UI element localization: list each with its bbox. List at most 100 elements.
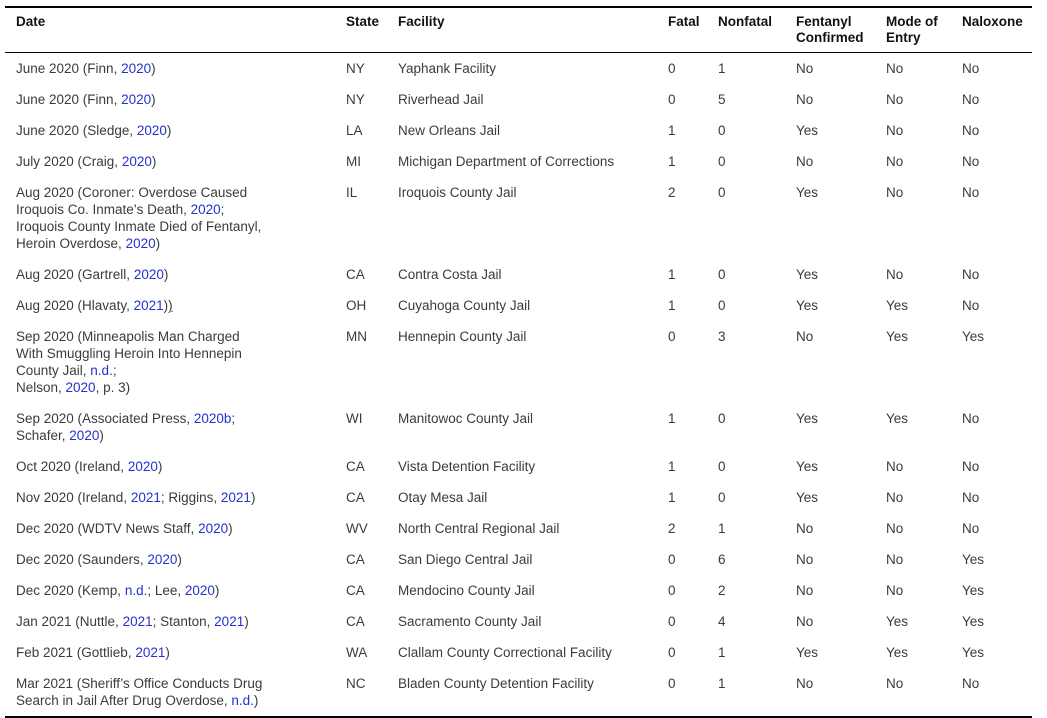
citation-link[interactable]: 2020b: [193, 411, 232, 426]
naloxone-cell: No: [962, 92, 980, 107]
date-text: Heroin Overdose,: [16, 236, 126, 251]
table-row: Mar 2021 (Sheriff’s Office Conducts Drug…: [5, 668, 1032, 717]
table-header: Date State Facility Fatal Nonfatal Fenta…: [5, 7, 1032, 53]
fentanyl-confirmed-cell: Yes: [796, 185, 819, 200]
fentanyl-confirmed-cell: No: [796, 521, 814, 536]
citation-link[interactable]: 2020: [69, 428, 100, 443]
naloxone-cell: Yes: [962, 583, 985, 598]
date-cell: June 2020 (Finn, 2020): [5, 53, 346, 85]
date-text: , p. 3): [95, 380, 131, 395]
mode-of-entry-cell: No: [886, 185, 904, 200]
citation-link[interactable]: 2021: [214, 614, 245, 629]
naloxone-cell: No: [962, 123, 980, 138]
citation-link[interactable]: 2020: [121, 154, 152, 169]
mode-of-entry-cell: No: [886, 61, 904, 76]
mode-of-entry-cell: Yes: [886, 411, 909, 426]
nonfatal-cell: 3: [718, 329, 726, 344]
date-cell: Nov 2020 (Ireland, 2021; Riggins, 2021): [5, 482, 346, 513]
fentanyl-confirmed-cell: No: [796, 92, 814, 107]
mode-of-entry-cell: Yes: [886, 329, 909, 344]
citation-link[interactable]: 2020: [190, 202, 221, 217]
date-text: ; Lee,: [147, 583, 185, 598]
overdose-table-wrapper: Date State Facility Fatal Nonfatal Fenta…: [5, 6, 1032, 718]
citation-link[interactable]: 2021: [122, 614, 153, 629]
column-header-mode-of-entry: Mode of Entry: [886, 7, 962, 53]
citation-link[interactable]: 2021: [130, 490, 161, 505]
date-text: Aug 2020 (Coroner: Overdose Caused: [16, 185, 248, 200]
date-text: June 2020 (Finn,: [16, 92, 122, 107]
date-text: ): [157, 459, 163, 474]
date-text: Sep 2020 (Associated Press,: [16, 411, 194, 426]
mode-of-entry-cell: No: [886, 123, 904, 138]
mode-of-entry-cell: No: [886, 267, 904, 282]
fentanyl-confirmed-cell: No: [796, 329, 814, 344]
citation-link[interactable]: 2021: [133, 298, 164, 313]
citation-link[interactable]: n.d.: [90, 363, 113, 378]
naloxone-cell: No: [962, 521, 980, 536]
state-cell: CA: [346, 490, 365, 505]
date-text: Jan 2021 (Nuttle,: [16, 614, 123, 629]
table-row: Dec 2020 (Kemp, n.d.; Lee, 2020) CA Mendoc…: [5, 575, 1032, 606]
fatal-cell: 0: [668, 614, 676, 629]
nonfatal-cell: 0: [718, 490, 726, 505]
fatal-cell: 2: [668, 521, 676, 536]
nonfatal-cell: 6: [718, 552, 726, 567]
fatal-cell: 0: [668, 329, 676, 344]
citation-link[interactable]: 2020: [121, 61, 152, 76]
state-cell: NY: [346, 92, 365, 107]
citation-link[interactable]: 2020: [127, 459, 158, 474]
fatal-cell: 1: [668, 411, 676, 426]
table-row: Oct 2020 (Ireland, 2020) CA Vista Detentio…: [5, 451, 1032, 482]
citation-link[interactable]: 2021: [135, 645, 166, 660]
citation-link[interactable]: 2020: [133, 267, 164, 282]
fentanyl-confirmed-cell: No: [796, 61, 814, 76]
date-text: ): [165, 645, 170, 660]
overdose-incidents-table: Date State Facility Fatal Nonfatal Fenta…: [5, 6, 1032, 718]
mode-of-entry-cell: Yes: [886, 298, 909, 313]
mode-of-entry-cell: No: [886, 154, 904, 169]
table-row: Jan 2021 (Nuttle, 2021; Stanton, 2021) CA…: [5, 606, 1032, 637]
facility-cell: Yaphank Facility: [398, 61, 497, 76]
fentanyl-confirmed-cell: No: [796, 676, 814, 691]
citation-link[interactable]: n.d.: [124, 583, 148, 598]
date-text: ;: [220, 202, 225, 217]
column-header-nonfatal: Nonfatal: [718, 7, 796, 53]
column-header-facility: Facility: [398, 7, 668, 53]
date-cell: Dec 2020 (Kemp, n.d.; Lee, 2020): [5, 575, 346, 606]
state-cell: CA: [346, 552, 365, 567]
nonfatal-cell: 0: [718, 185, 726, 200]
table-row: Aug 2020 (Hlavaty, 2021)) OH Cuyahoga Coun…: [5, 290, 1032, 321]
date-cell: Feb 2021 (Gottlieb, 2021): [5, 637, 346, 668]
date-text: ): [151, 154, 157, 169]
fatal-cell: 0: [668, 92, 676, 107]
facility-cell: Bladen County Detention Facility: [398, 676, 594, 691]
citation-link[interactable]: 2020: [65, 380, 96, 395]
date-text: ): [163, 298, 169, 313]
fentanyl-confirmed-cell: No: [796, 154, 814, 169]
facility-cell: Vista Detention Facility: [398, 459, 536, 474]
naloxone-cell: No: [962, 154, 980, 169]
citation-link[interactable]: n.d.: [231, 693, 254, 708]
date-text: ): [163, 267, 169, 282]
citation-link[interactable]: 2020: [121, 92, 152, 107]
citation-link[interactable]: 2020: [125, 236, 156, 251]
citation-link[interactable]: 2020: [184, 583, 215, 598]
fatal-cell: 1: [668, 490, 676, 505]
naloxone-cell: Yes: [962, 614, 985, 629]
citation-link[interactable]: 2021: [220, 490, 251, 505]
nonfatal-cell: 1: [718, 645, 726, 660]
mode-of-entry-cell: No: [886, 676, 904, 691]
state-cell: NY: [346, 61, 365, 76]
date-text: ): [166, 123, 172, 138]
fentanyl-confirmed-cell: No: [796, 614, 814, 629]
date-text: County Jail,: [16, 363, 91, 378]
nonfatal-cell: 0: [718, 459, 726, 474]
state-cell: WV: [346, 521, 368, 536]
citation-link[interactable]: 2020: [136, 123, 167, 138]
citation-link[interactable]: 2020: [198, 521, 229, 536]
naloxone-cell: No: [962, 490, 980, 505]
facility-cell: Hennepin County Jail: [398, 329, 527, 344]
citation-link[interactable]: 2020: [147, 552, 178, 567]
naloxone-cell: No: [962, 61, 980, 76]
date-text: Iroquois Co. Inmate’s Death,: [16, 202, 191, 217]
